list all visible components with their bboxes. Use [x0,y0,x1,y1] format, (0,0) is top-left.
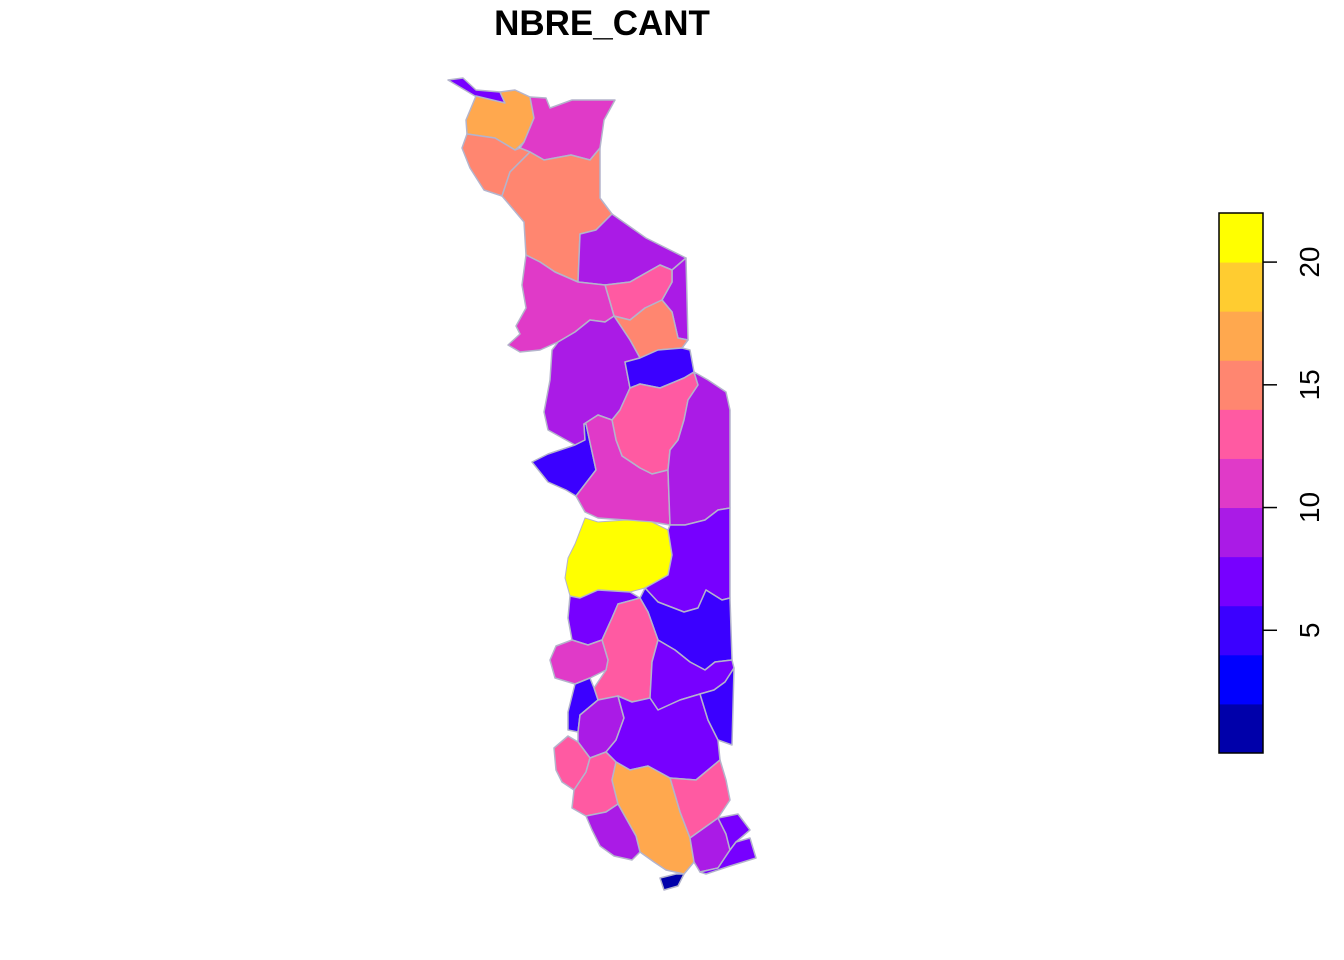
legend-bin-7 [1219,360,1263,410]
legend-tick-label-20: 20 [1294,247,1325,278]
legend-tick-label-5: 5 [1294,622,1325,638]
legend-bin-3 [1219,556,1263,607]
legend-bin-5 [1219,458,1263,509]
region-lome-coast[interactable] [699,837,757,875]
legend-tick-label-10: 10 [1294,492,1325,523]
map-title: NBRE_CANT [494,4,710,43]
legend-bin-1 [1219,654,1263,705]
legend-bin-10 [1219,213,1263,263]
legend-frame [1218,212,1264,754]
legend-bin-2 [1219,605,1263,656]
legend-bin-6 [1219,409,1263,459]
legend-bin-8 [1219,311,1263,361]
legend-bin-4 [1219,507,1263,558]
region-south-east-blue[interactable] [699,667,735,746]
region-yellow-district[interactable] [564,517,673,599]
legend-bin-0 [1219,703,1263,754]
region-south-purple-west[interactable] [585,803,641,861]
legend-bin-9 [1219,262,1263,312]
legend-tick-label-15: 15 [1294,369,1325,400]
region-lome-tip[interactable] [659,873,685,891]
